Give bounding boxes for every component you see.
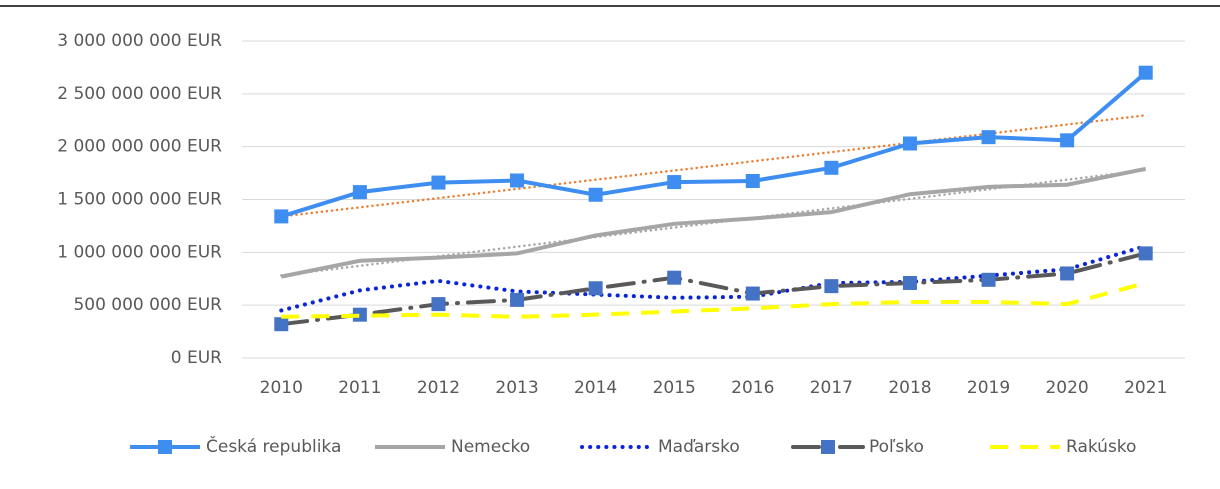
y-tick-label: 0 EUR — [171, 348, 222, 368]
marker — [1060, 133, 1075, 148]
y-tick-label: 500 000 000 EUR — [73, 295, 222, 315]
series-line — [279, 243, 1148, 313]
x-tick-label: 2020 — [1045, 378, 1088, 398]
y-tick-label: 1 500 000 000 EUR — [57, 190, 222, 210]
marker — [352, 307, 367, 322]
legend-label: Poľsko — [869, 437, 924, 457]
x-tick-label: 2015 — [653, 378, 696, 398]
legend-label: Rakúsko — [1066, 437, 1136, 457]
series-line — [281, 281, 1147, 319]
marker — [352, 185, 367, 200]
marker — [1060, 266, 1075, 281]
marker — [1138, 246, 1153, 261]
marker — [745, 174, 760, 189]
marker — [588, 187, 603, 202]
series-line — [279, 251, 1148, 327]
marker — [667, 270, 682, 285]
marker — [824, 279, 839, 294]
marker — [745, 286, 760, 301]
marker — [1138, 65, 1153, 80]
marker — [981, 272, 996, 287]
marker — [274, 317, 289, 332]
x-tick-label: 2016 — [731, 378, 774, 398]
marker — [588, 281, 603, 296]
x-tick-label: 2017 — [810, 378, 853, 398]
x-tick-label: 2018 — [888, 378, 931, 398]
x-tick-label: 2013 — [495, 378, 538, 398]
trendline — [280, 114, 1147, 218]
marker — [431, 297, 446, 312]
y-tick-label: 2 500 000 000 EUR — [57, 84, 222, 104]
marker — [274, 209, 289, 224]
marker — [824, 160, 839, 175]
marker — [902, 136, 917, 151]
legend-label: Nemecko — [451, 437, 530, 457]
x-tick-label: 2010 — [260, 378, 303, 398]
legend-label: Česká republika — [206, 435, 341, 457]
series-line — [280, 166, 1147, 279]
marker — [510, 173, 525, 188]
legend-marker — [821, 440, 835, 454]
legend-marker — [158, 440, 172, 454]
y-tick-label: 2 000 000 000 EUR — [57, 137, 222, 157]
x-tick-label: 2014 — [574, 378, 617, 398]
x-tick-label: 2019 — [967, 378, 1010, 398]
marker — [902, 275, 917, 290]
series-line — [280, 71, 1148, 219]
x-tick-label: 2012 — [417, 378, 460, 398]
marker — [981, 130, 996, 145]
marker — [510, 292, 525, 307]
legend-label: Maďarsko — [658, 437, 740, 457]
marker — [667, 175, 682, 190]
x-tick-label: 2021 — [1124, 378, 1167, 398]
y-tick-label: 1 000 000 000 EUR — [57, 242, 222, 262]
marker — [431, 175, 446, 190]
x-tick-label: 2011 — [338, 378, 381, 398]
y-tick-label: 3 000 000 000 EUR — [57, 31, 222, 51]
